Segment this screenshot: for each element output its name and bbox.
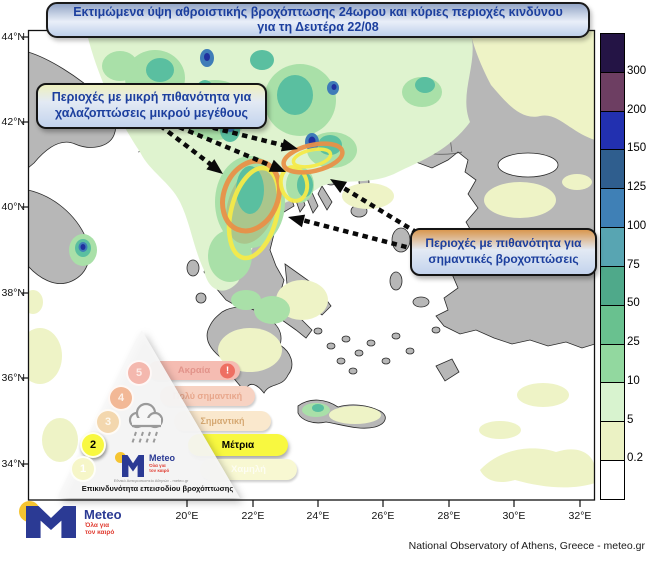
pointer-arrows bbox=[158, 118, 428, 252]
colorbar-label: 150 bbox=[627, 142, 647, 154]
lon-label: 32°E bbox=[568, 510, 592, 522]
meteo-logo-m-icon bbox=[122, 455, 144, 477]
colorbar-label: 75 bbox=[627, 259, 640, 271]
lon-label: 22°E bbox=[241, 510, 265, 522]
risk-level-circle-5: 5 bbox=[126, 360, 152, 386]
lat-label: 44°N bbox=[1, 31, 25, 43]
rain-callout: Περιοχές με πιθανότητα για σημαντικές βρ… bbox=[410, 228, 597, 276]
meteo-logo-large: Meteo Όλα για τον καιρό bbox=[16, 498, 146, 544]
risk-pill-label: Σημαντική bbox=[200, 416, 245, 426]
colorbar-segment bbox=[601, 266, 624, 306]
colorbar-segment bbox=[601, 344, 624, 384]
colorbar-label: 200 bbox=[627, 104, 647, 116]
lon-label: 20°E bbox=[175, 510, 199, 522]
meteo-logo-small: Meteo Όλα για τον καιρό Εθνικό Αστεροσκο… bbox=[112, 449, 190, 485]
risk-level-circle-2-active: 2 bbox=[80, 432, 106, 458]
meteo-tagline-1: Όλα για bbox=[85, 522, 110, 529]
risk-pill-label: Μέτρια bbox=[221, 439, 255, 451]
lon-label: 30°E bbox=[502, 510, 526, 522]
risk-pill-extreme: Ακραία ! bbox=[148, 361, 240, 380]
rain-callout-line2: σημαντικές βροχοπτώσεις bbox=[428, 252, 579, 266]
colorbar-segment bbox=[601, 150, 624, 190]
orange-risk-ellipse-ne bbox=[281, 141, 345, 175]
colorbar-label: 10 bbox=[627, 375, 640, 387]
lat-label: 38°N bbox=[1, 287, 25, 299]
hail-callout-line2: χαλαζοπτώσεις μικρού μεγέθους bbox=[54, 106, 249, 120]
lat-label: 42°N bbox=[1, 116, 25, 128]
lon-label: 24°E bbox=[306, 510, 330, 522]
hail-callout-line1: Περιοχές με μικρή πιθανότητα για bbox=[51, 90, 252, 105]
meteo-tagline-2: τον καιρό bbox=[85, 529, 115, 537]
alert-exclamation-icon: ! bbox=[220, 363, 235, 378]
lon-label: 28°E bbox=[437, 510, 461, 522]
arrow-heads bbox=[206, 138, 348, 228]
axis-ticks bbox=[22, 36, 581, 507]
rain-cloud-icon bbox=[128, 402, 164, 445]
land-chalkidiki bbox=[317, 185, 333, 211]
risk-pill-significant: Σημαντική bbox=[174, 411, 271, 431]
rain-callout-line1: Περιοχές με πιθανότητα για bbox=[425, 236, 582, 251]
colorbar-label: 100 bbox=[627, 220, 647, 232]
meteo-logo-name: Meteo bbox=[84, 507, 122, 522]
precipitation-colorbar bbox=[600, 33, 625, 500]
lat-label: 36°N bbox=[1, 372, 25, 384]
risk-level-circle-1: 1 bbox=[70, 456, 96, 482]
risk-pill-label: Πολύ σημαντική bbox=[172, 391, 243, 401]
colorbar-label: 25 bbox=[627, 336, 640, 348]
meteo-logo-m-icon bbox=[26, 506, 76, 538]
map-title: Εκτιμώμενα ύψη αθροιστικής βροχόπτωσης 2… bbox=[46, 2, 590, 38]
colorbar-segment bbox=[601, 422, 624, 462]
credit-text: National Observatory of Athens, Greece -… bbox=[408, 540, 645, 552]
risk-pill-label: Χαμηλή bbox=[231, 464, 266, 475]
colorbar-label: 0.2 bbox=[627, 452, 643, 464]
land-rhodes bbox=[435, 358, 460, 382]
risk-pill-moderate-active: Μέτρια bbox=[188, 434, 288, 456]
meteo-logo-sun-icon bbox=[115, 452, 126, 463]
sea-marmara bbox=[497, 152, 559, 178]
colorbar-label: 300 bbox=[627, 65, 647, 77]
map-title-line2: για τη Δευτέρα 22/08 bbox=[257, 20, 379, 34]
colorbar-label: 125 bbox=[627, 181, 647, 193]
colorbar-segment bbox=[601, 72, 624, 112]
colorbar-segment bbox=[601, 305, 624, 345]
meteo-logo-name: Meteo bbox=[149, 453, 176, 463]
yellow-risk-ellipse-small bbox=[278, 165, 310, 203]
risk-pill-label: Ακραία bbox=[177, 365, 211, 376]
colorbar-segment bbox=[601, 461, 624, 499]
colorbar-segment bbox=[601, 34, 624, 73]
yellow-risk-ellipse-large bbox=[226, 165, 282, 261]
risk-pill-very-significant: Πολύ σημαντική bbox=[160, 386, 255, 406]
lat-label: 34°N bbox=[1, 458, 25, 470]
colorbar-segment bbox=[601, 111, 624, 151]
lon-label: 26°E bbox=[371, 510, 395, 522]
meteo-tagline-1: Όλα για bbox=[149, 463, 166, 468]
colorbar-label: 5 bbox=[627, 414, 634, 426]
pyramid-caption: Επικινδυνότητα επεισοδίου βροχόπτωσης bbox=[81, 484, 234, 493]
yellow-risk-ellipse-ne bbox=[291, 147, 333, 169]
meteo-tagline-2: τον καιρό bbox=[149, 468, 170, 474]
observatory-small-text: Εθνικό Αστεροσκοπείο Αθηνών - meteo.gr bbox=[113, 478, 189, 483]
colorbar-segment bbox=[601, 189, 624, 229]
lat-label: 40°N bbox=[1, 201, 25, 213]
map-title-line1: Εκτιμώμενα ύψη αθροιστικής βροχόπτωσης 2… bbox=[73, 5, 563, 19]
risk-level-circle-4: 4 bbox=[108, 385, 134, 411]
colorbar-segment bbox=[601, 383, 624, 423]
colorbar-label: 50 bbox=[627, 297, 640, 309]
risk-level-circle-3: 3 bbox=[95, 409, 121, 435]
hail-callout: Περιοχές με μικρή πιθανότητα για χαλαζοπ… bbox=[36, 83, 267, 129]
colorbar-segment bbox=[601, 228, 624, 267]
